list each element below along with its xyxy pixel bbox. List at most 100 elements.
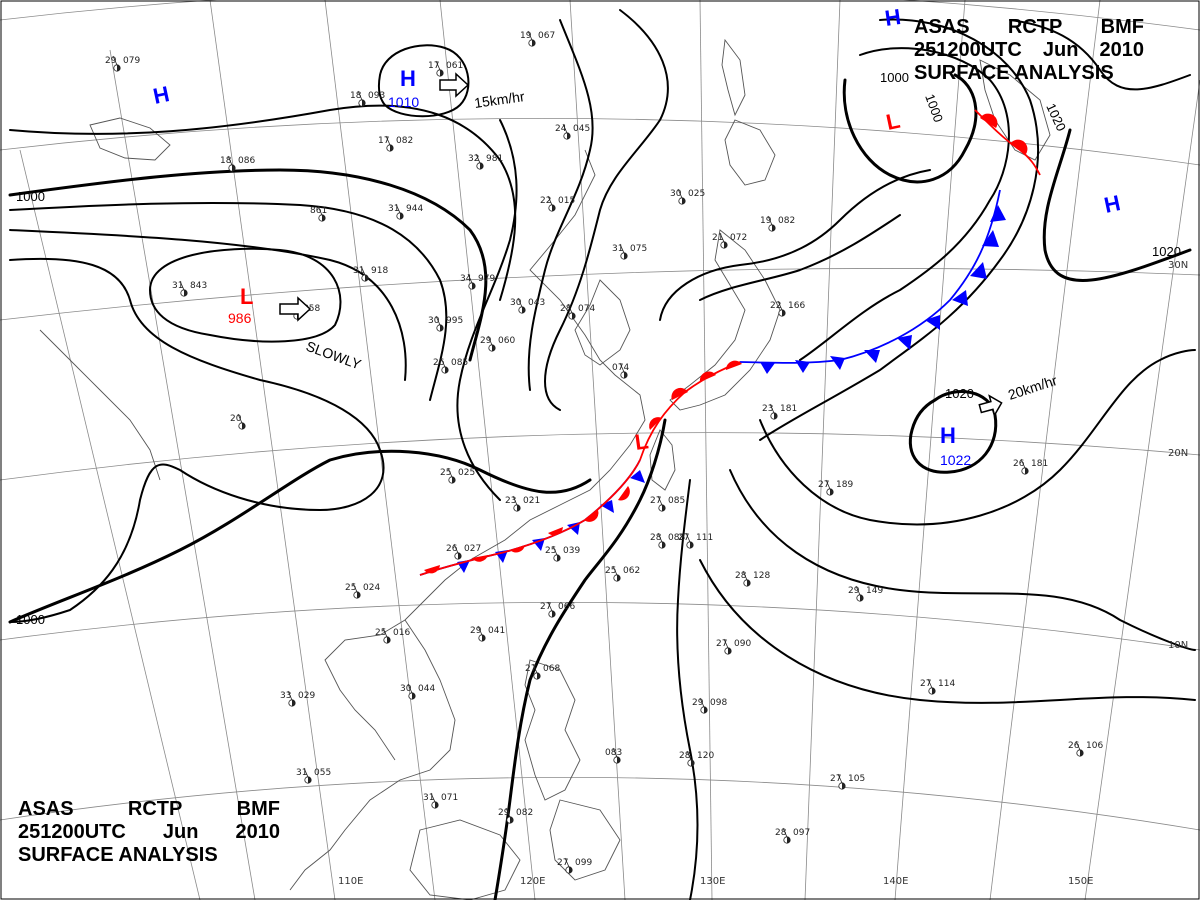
station-plot: 23 181: [762, 403, 797, 420]
station-temperature: 33: [280, 691, 291, 701]
cloud-cover-icon: [510, 816, 514, 824]
wind-barb-icon: [360, 265, 366, 276]
station-temperature: 29: [498, 808, 510, 818]
parallel-20n: [0, 432, 1200, 481]
cloud-cover-icon: [830, 488, 834, 496]
cloud-cover-icon: [362, 99, 366, 107]
cloud-cover-icon: [472, 282, 476, 290]
title-line-2-bottom: 251200UTC Jun 2010: [18, 821, 280, 844]
isobar-1000-west: [8, 168, 488, 362]
station-pressure: 082: [396, 136, 413, 146]
station-pressure: 025: [458, 468, 475, 478]
title-line-2: 251200UTC Jun 2010: [914, 39, 1144, 62]
station-pressure: 979: [478, 274, 495, 284]
station-plot: 083: [605, 747, 622, 764]
cloud-cover-icon: [774, 412, 778, 420]
cloud-cover-icon: [747, 579, 751, 587]
station-pressure: 072: [730, 233, 747, 243]
station-plot: 29 041: [470, 625, 505, 642]
cloud-cover-icon: [365, 274, 369, 282]
station-plot: 19 067: [520, 30, 555, 47]
lon-labels: 110E 120E 130E 140E 150E: [338, 876, 1093, 887]
title-year-bottom: 2010: [235, 821, 281, 843]
station-plot: 25 016: [375, 627, 410, 644]
cloud-cover-icon: [624, 252, 628, 260]
station-pressure: 062: [623, 566, 640, 576]
station-plot: 21 072: [712, 232, 747, 249]
station-temperature: 21: [712, 233, 723, 243]
station-temperature: 29: [848, 586, 860, 596]
title-office: BMF: [1100, 16, 1144, 38]
wind-barb-icon: [505, 807, 511, 818]
station-plot: 17 082: [378, 135, 413, 152]
station-pressure: 025: [688, 189, 705, 199]
station-plot: 32 981: [468, 153, 503, 170]
wind-barb-icon: [227, 155, 233, 166]
cloud-cover-icon: [572, 312, 576, 320]
station-temperature: 22: [540, 196, 551, 206]
station-pressure: 015: [558, 196, 575, 206]
station-pressure: 918: [371, 266, 388, 276]
station-temperature: 27: [830, 774, 841, 784]
station-plot: 30 043: [510, 297, 545, 314]
meridian-140e: [894, 0, 966, 900]
warm-front-bumps: [424, 113, 1028, 574]
isobar-ne-outer: [799, 47, 1010, 361]
high-east-letter: H: [1102, 190, 1123, 218]
station-temperature: 30: [510, 298, 522, 308]
station-plot: 28 088: [650, 532, 685, 549]
station-plot: 27 085: [650, 495, 685, 512]
wind-barb-icon: [179, 280, 185, 291]
title-month: Jun: [1042, 39, 1079, 61]
station-temperature: 27: [716, 639, 727, 649]
station-plot: 29 060: [480, 335, 515, 352]
station-plot: 31 944: [388, 203, 423, 220]
station-temperature: 31: [296, 768, 307, 778]
station-pressure: 128: [753, 571, 770, 581]
station-temperature: 25: [345, 583, 356, 593]
station-plot: 27 105: [830, 773, 865, 790]
title-month-bottom: Jun: [162, 821, 199, 843]
wind-barb-icon: [1020, 458, 1026, 469]
station-temperature: 18: [350, 91, 362, 101]
station-pressure: 858: [303, 304, 320, 314]
station-temperature: 31: [423, 793, 434, 803]
station-plot: 29 149: [848, 585, 883, 602]
cloud-cover-icon: [617, 756, 621, 764]
isobar-front-heavy: [493, 418, 667, 900]
station-plot: 25 025: [440, 467, 475, 484]
station-pressure: 082: [778, 216, 795, 226]
station-pressure: 149: [866, 586, 883, 596]
station-pressure: 074: [578, 304, 595, 314]
coast-kamchatka: [979, 59, 1051, 161]
high-nw-letter: H: [151, 81, 172, 109]
station-plots: 29 079 18 093 17 061 19 067 24 045 22 015 18 086 17 082…: [105, 30, 1103, 874]
station-pressure: 027: [464, 544, 481, 554]
cloud-cover-icon: [482, 634, 486, 642]
cloud-cover-icon: [492, 344, 496, 352]
station-temperature: 27: [525, 664, 536, 674]
cloud-cover-icon: [322, 214, 326, 222]
isobar-high-1010: [377, 44, 470, 118]
wind-barb-icon: [547, 601, 553, 612]
parallel-30n: [0, 268, 1200, 321]
station-plot: 26 181: [1013, 458, 1048, 475]
isobar-west-outer: [9, 257, 385, 623]
coast-philippines-south: [549, 799, 621, 881]
cloud-cover-icon: [557, 554, 561, 562]
station-pressure: 024: [363, 583, 380, 593]
station-pressure: 085: [451, 358, 468, 368]
station-temperature: 30: [428, 316, 440, 326]
station-temperature: 25: [545, 546, 556, 556]
station-temperature: 26: [1068, 741, 1080, 751]
station-pressure: 099: [575, 858, 592, 868]
station-pressure: 061: [446, 61, 463, 71]
station-pressure: 166: [788, 301, 805, 311]
station-plot: 18 093: [350, 90, 385, 107]
lon-label-120e: 120E: [520, 876, 545, 887]
wind-barb-icon: [723, 638, 729, 649]
parallel-50n: [0, 0, 1200, 31]
wind-barb-icon: [685, 532, 691, 543]
